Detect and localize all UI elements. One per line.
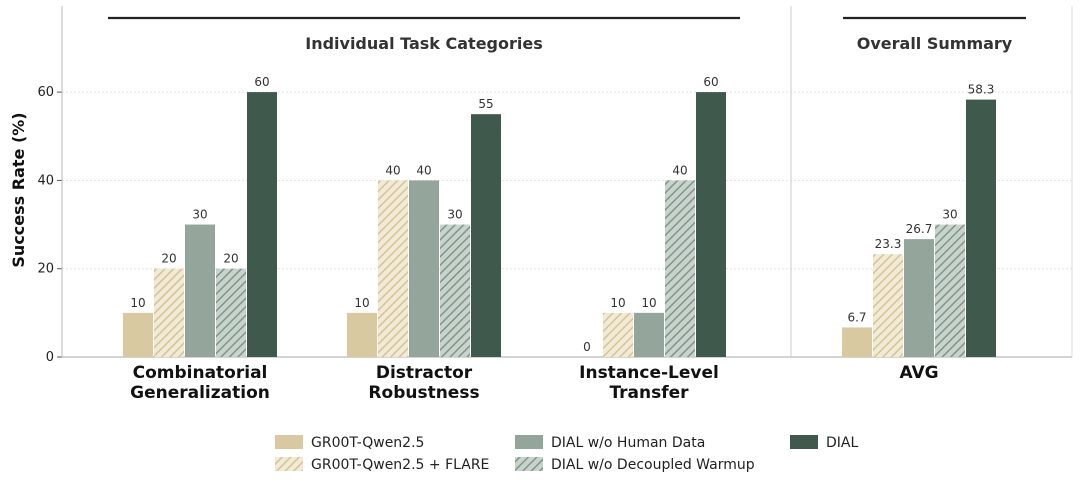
bar-value-label: 40 [672, 163, 687, 177]
legend-label: DIAL [826, 435, 858, 451]
bar-value-label: 20 [161, 252, 176, 266]
bar [665, 180, 695, 357]
bar-value-label: 10 [354, 296, 369, 310]
bar-value-label: 30 [447, 208, 462, 222]
legend-swatch [275, 457, 303, 471]
legend-label: GR00T-Qwen2.5 + FLARE [311, 457, 489, 473]
section-headers: Individual Task Categories Overall Summar… [108, 16, 1026, 53]
category-label: Combinatorial [133, 363, 268, 383]
bar-value-label: 60 [703, 75, 718, 89]
section-title: Overall Summary [857, 34, 1013, 53]
bar-value-label: 30 [942, 208, 957, 222]
category-label: Distractor [376, 363, 473, 383]
bar-value-label: 6.7 [847, 310, 866, 324]
bar-value-label: 20 [223, 252, 238, 266]
category-label: Robustness [368, 383, 479, 403]
y-tick-label: 0 [46, 350, 54, 365]
bar [154, 268, 184, 357]
bar [873, 254, 903, 357]
bar-value-label: 40 [416, 163, 431, 177]
category-label: Generalization [130, 383, 270, 403]
bar [440, 224, 470, 357]
bar [603, 312, 633, 357]
legend-swatch [515, 435, 543, 449]
bar-value-label: 40 [385, 163, 400, 177]
bar [966, 99, 996, 357]
y-tick-label: 60 [37, 85, 54, 100]
bar [378, 180, 408, 357]
legend: GR00T-Qwen2.5 GR00T-Qwen2.5 + FLARE DIAL w… [275, 435, 858, 473]
bar [247, 92, 277, 357]
legend-label: DIAL w/o Decoupled Warmup [551, 457, 755, 473]
y-axis-label: Success Rate (%) [9, 112, 28, 267]
bar-value-labels: 10 10 0 6.7 20 40 10 23.3 30 40 10 26.7 20 30 40 30 60 55… [130, 75, 994, 354]
bar [842, 327, 872, 357]
bar-value-label: 10 [610, 296, 625, 310]
bars [123, 92, 996, 357]
bar-value-label: 55 [478, 97, 493, 111]
bar [347, 312, 377, 357]
bar [904, 239, 934, 357]
legend-label: DIAL w/o Human Data [551, 435, 705, 451]
bar-value-label: 10 [641, 296, 656, 310]
category-label: Transfer [609, 383, 689, 403]
bar-value-label: 26.7 [906, 222, 933, 236]
y-tick-label: 20 [37, 262, 54, 277]
bar-value-label: 60 [254, 75, 269, 89]
bar-value-label: 23.3 [875, 237, 902, 251]
bar [471, 114, 501, 357]
y-tick-label: 40 [37, 173, 54, 188]
section-title: Individual Task Categories [305, 34, 543, 53]
bar [409, 180, 439, 357]
bar-value-label: 58.3 [968, 83, 995, 97]
bar [634, 312, 664, 357]
bar [123, 312, 153, 357]
category-label: Instance-Level [579, 363, 719, 383]
bar [935, 224, 965, 357]
bar-value-label: 0 [583, 340, 591, 354]
bar [185, 224, 215, 357]
legend-label: GR00T-Qwen2.5 [311, 435, 424, 451]
legend-swatch [790, 435, 818, 449]
bar [696, 92, 726, 357]
bar [216, 268, 246, 357]
bar-value-label: 10 [130, 296, 145, 310]
legend-swatch [275, 435, 303, 449]
bar-value-label: 30 [192, 208, 207, 222]
category-label: AVG [899, 363, 938, 383]
legend-swatch [515, 457, 543, 471]
